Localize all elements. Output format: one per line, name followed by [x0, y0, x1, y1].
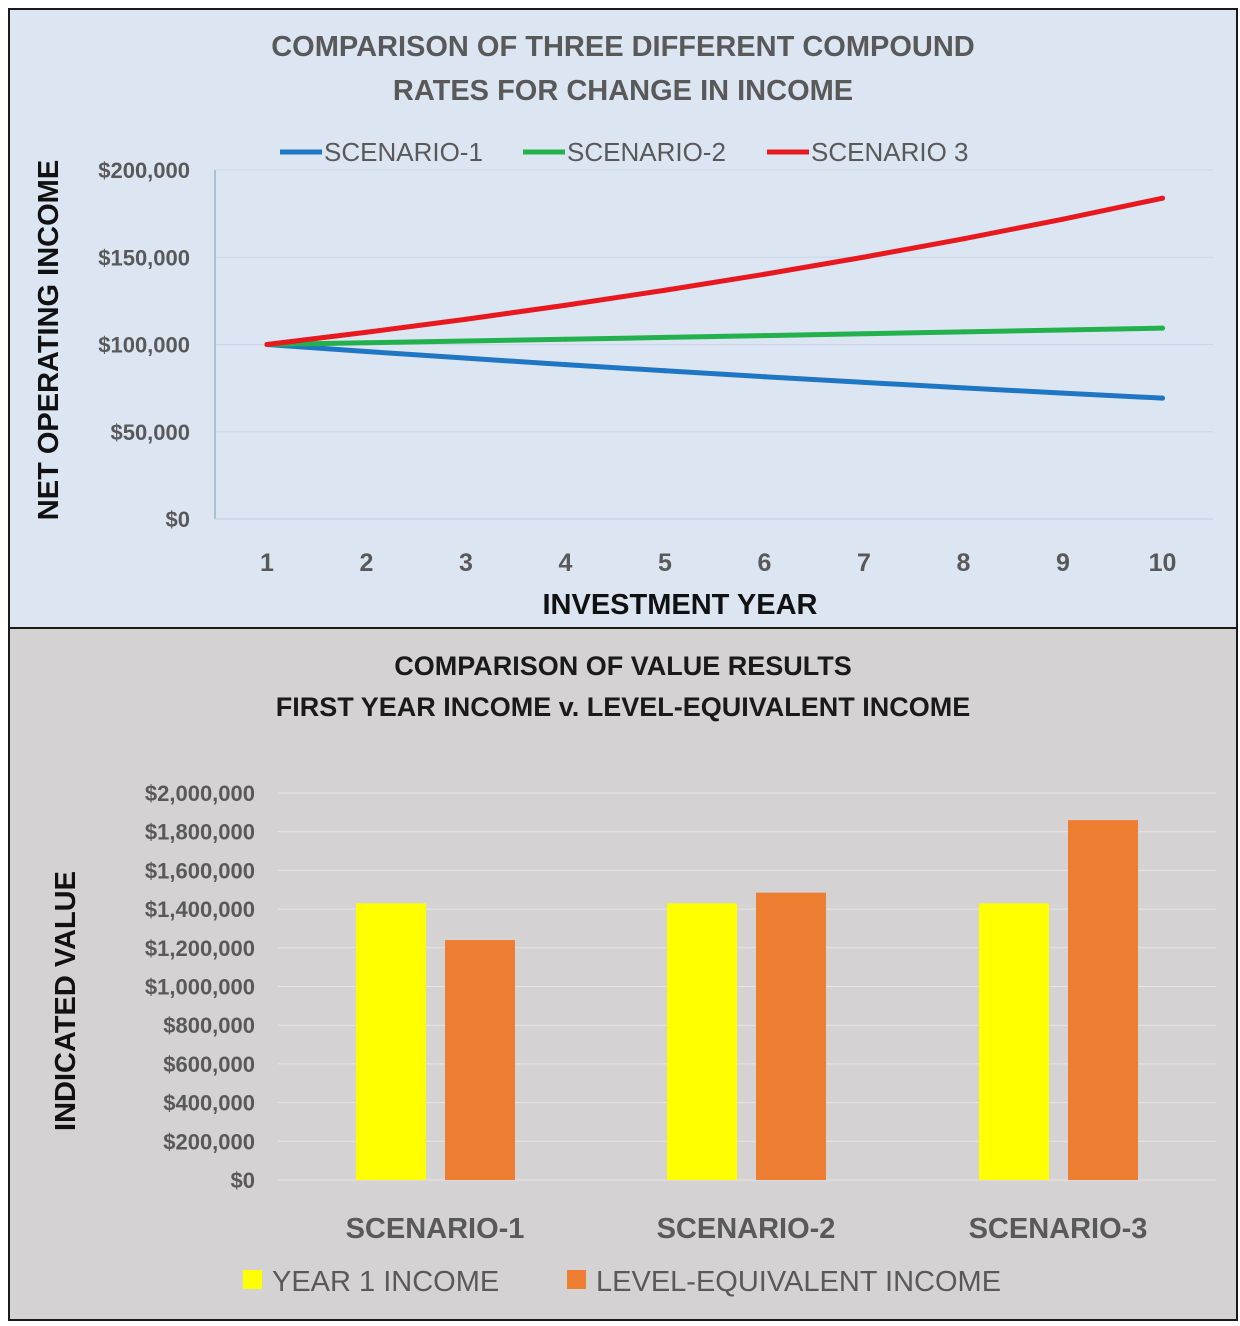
- x-tick-label: 10: [1149, 549, 1177, 577]
- series-line-3: [264, 195, 1165, 347]
- x-tick-label: 3: [459, 549, 473, 577]
- data-point: [1160, 195, 1165, 201]
- bar-year1: [979, 903, 1049, 1180]
- legend-label-1: YEAR 1 INCOME: [272, 1266, 499, 1298]
- data-point: [1160, 395, 1165, 401]
- legend-swatch-2: [567, 1270, 586, 1289]
- x-category-label: SCENARIO-2: [657, 1213, 836, 1245]
- data-point: [861, 254, 867, 260]
- data-point: [264, 342, 270, 347]
- data-point: [961, 236, 966, 242]
- x-tick-label: 1: [260, 549, 274, 577]
- series-line-1: [264, 342, 1165, 401]
- data-point: [1060, 327, 1066, 333]
- x-tick-label: 9: [1056, 549, 1070, 577]
- x-axis-title: INVESTMENT YEAR: [542, 589, 817, 621]
- data-point: [762, 271, 767, 277]
- bar-year1: [667, 903, 737, 1180]
- data-point: [961, 385, 966, 391]
- chart-title-line-2: FIRST YEAR INCOME v. LEVEL-EQUIVALENT IN…: [276, 692, 971, 722]
- y-axis-title: INDICATED VALUE: [50, 871, 82, 1131]
- data-point: [463, 338, 469, 344]
- data-point: [1060, 390, 1066, 396]
- y-tick-label: $400,000: [163, 1091, 255, 1116]
- data-point: [463, 316, 469, 322]
- data-point: [861, 379, 867, 385]
- data-point: [364, 340, 369, 346]
- data-point: [463, 355, 469, 361]
- x-tick-label: 4: [559, 549, 573, 577]
- y-tick-label: $200,000: [163, 1129, 255, 1154]
- data-point: [662, 287, 668, 293]
- data-point: [563, 302, 568, 308]
- legend-label-2: LEVEL-EQUIVALENT INCOME: [596, 1266, 1001, 1298]
- y-tick-label: $1,200,000: [145, 936, 255, 961]
- data-point: [563, 336, 568, 342]
- data-point: [961, 329, 966, 335]
- line-chart: COMPARISON OF THREE DIFFERENT COMPOUND RA…: [33, 31, 1213, 621]
- x-tick-label: 7: [857, 549, 871, 577]
- x-tick-label: 2: [360, 549, 374, 577]
- data-point: [1160, 325, 1165, 331]
- bar-chart-panel: COMPARISON OF VALUE RESULTS FIRST YEAR IN…: [8, 627, 1238, 1321]
- y-tick-label: $150,000: [98, 245, 190, 270]
- legend-label-3: SCENARIO 3: [811, 137, 969, 167]
- data-point: [1060, 216, 1066, 222]
- y-tick-label: $2,000,000: [145, 781, 255, 806]
- data-point: [762, 333, 767, 339]
- x-tick-label: 6: [758, 549, 772, 577]
- bar-chart: COMPARISON OF VALUE RESULTS FIRST YEAR IN…: [50, 651, 1216, 1298]
- y-tick-label: $600,000: [163, 1052, 255, 1077]
- chart-title-line-1: COMPARISON OF VALUE RESULTS: [394, 651, 852, 681]
- y-tick-label: $1,400,000: [145, 897, 255, 922]
- x-category-label: SCENARIO-3: [969, 1213, 1148, 1245]
- y-tick-label: $0: [231, 1168, 255, 1193]
- y-tick-label: $800,000: [163, 1013, 255, 1038]
- y-tick-label: $200,000: [98, 158, 190, 183]
- data-point: [662, 334, 668, 340]
- y-tick-label: $0: [166, 507, 190, 532]
- bar-level-equivalent: [756, 892, 826, 1180]
- data-point: [762, 374, 767, 380]
- chart-title-line-1: COMPARISON OF THREE DIFFERENT COMPOUND: [271, 31, 975, 63]
- y-tick-label: $1,800,000: [145, 820, 255, 845]
- data-point: [364, 348, 369, 354]
- y-tick-label: $1,000,000: [145, 975, 255, 1000]
- legend-swatch-1: [243, 1270, 262, 1289]
- bar-level-equivalent: [1068, 820, 1138, 1180]
- legend-label-1: SCENARIO-1: [324, 137, 483, 167]
- bar-year1: [356, 903, 426, 1180]
- bar-level-equivalent: [445, 940, 515, 1180]
- data-point: [861, 331, 867, 337]
- data-point: [364, 329, 369, 335]
- x-tick-label: 5: [658, 549, 672, 577]
- legend-label-2: SCENARIO-2: [567, 137, 726, 167]
- y-tick-label: $100,000: [98, 333, 190, 358]
- y-tick-label: $1,600,000: [145, 858, 255, 883]
- series-line-2: [264, 325, 1165, 347]
- data-point: [662, 368, 668, 374]
- chart-title-line-2: RATES FOR CHANGE IN INCOME: [393, 75, 853, 107]
- y-axis-title: NET OPERATING INCOME: [33, 160, 65, 520]
- data-point: [563, 362, 568, 368]
- x-category-label: SCENARIO-1: [346, 1213, 525, 1245]
- y-tick-label: $50,000: [110, 420, 190, 445]
- line-chart-panel: COMPARISON OF THREE DIFFERENT COMPOUND RA…: [8, 8, 1238, 629]
- x-tick-label: 8: [957, 549, 971, 577]
